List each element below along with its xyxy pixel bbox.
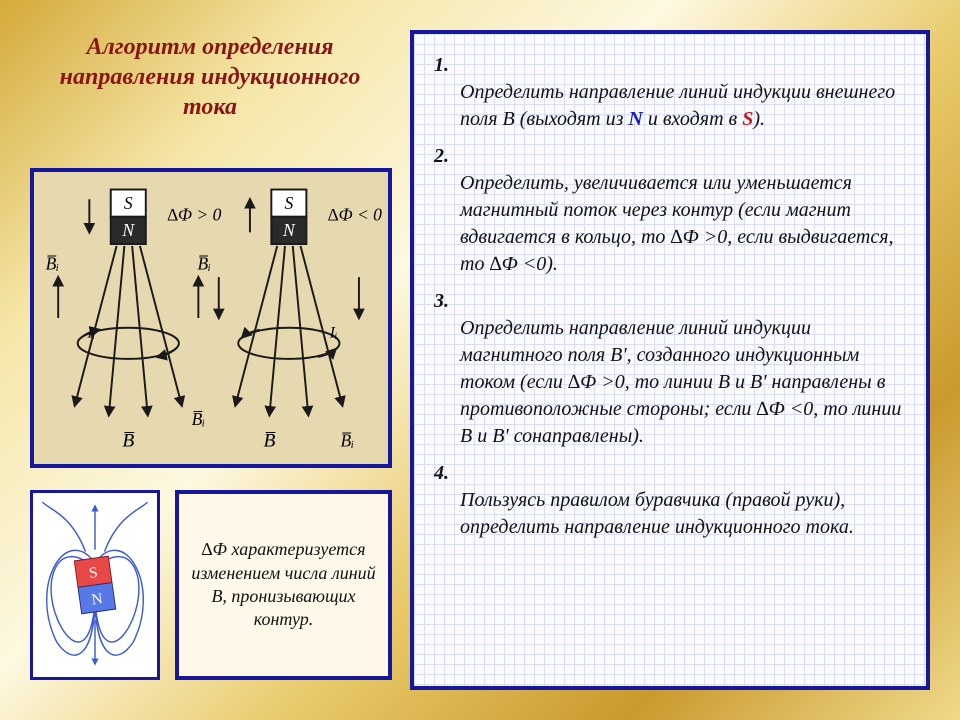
i-right: Iᵢ <box>329 324 338 341</box>
magnet-n-label: N <box>121 220 135 240</box>
magnet-s-label: S <box>124 193 133 213</box>
step-4: 4. Пользуясь правилом буравчика (правой … <box>434 460 906 541</box>
step-3: 3. Определить направление линий индукции… <box>434 288 906 450</box>
bi-right: B̅ᵢ <box>341 430 355 450</box>
i-left: Iᵢ <box>86 324 95 341</box>
step-2: 2. Определить, увеличивается или уменьша… <box>434 143 906 278</box>
svg-text:S: S <box>284 193 293 213</box>
b-left: B̅ <box>122 430 134 451</box>
caption-text: ∆Ф характеризуется изменением числа лини… <box>189 538 378 632</box>
b-right: B̅ <box>263 430 275 451</box>
steps-panel: 1. Определить направление линий индукции… <box>410 30 930 690</box>
bi-left-1: B̅ᵢ <box>46 253 60 273</box>
main-diagram: S N ∆Ф > 0 B̅ᵢ B̅ᵢ Iᵢ B̅ B̅ᵢ <box>30 168 392 468</box>
slide-title: Алгоритм определения направления индукци… <box>30 32 390 122</box>
step-1: 1. Определить направление линий индукции… <box>434 52 906 133</box>
flux-right-label: ∆Ф < 0 <box>328 205 382 225</box>
caption-box: ∆Ф характеризуется изменением числа лини… <box>175 490 392 680</box>
small-diagram: S N <box>30 490 160 680</box>
bi-left-3: B̅ᵢ <box>192 409 206 429</box>
svg-text:N: N <box>282 220 296 240</box>
small-n-label: N <box>90 590 103 608</box>
flux-left-label: ∆Ф > 0 <box>167 205 221 225</box>
bi-left-2: B̅ᵢ <box>197 253 211 273</box>
